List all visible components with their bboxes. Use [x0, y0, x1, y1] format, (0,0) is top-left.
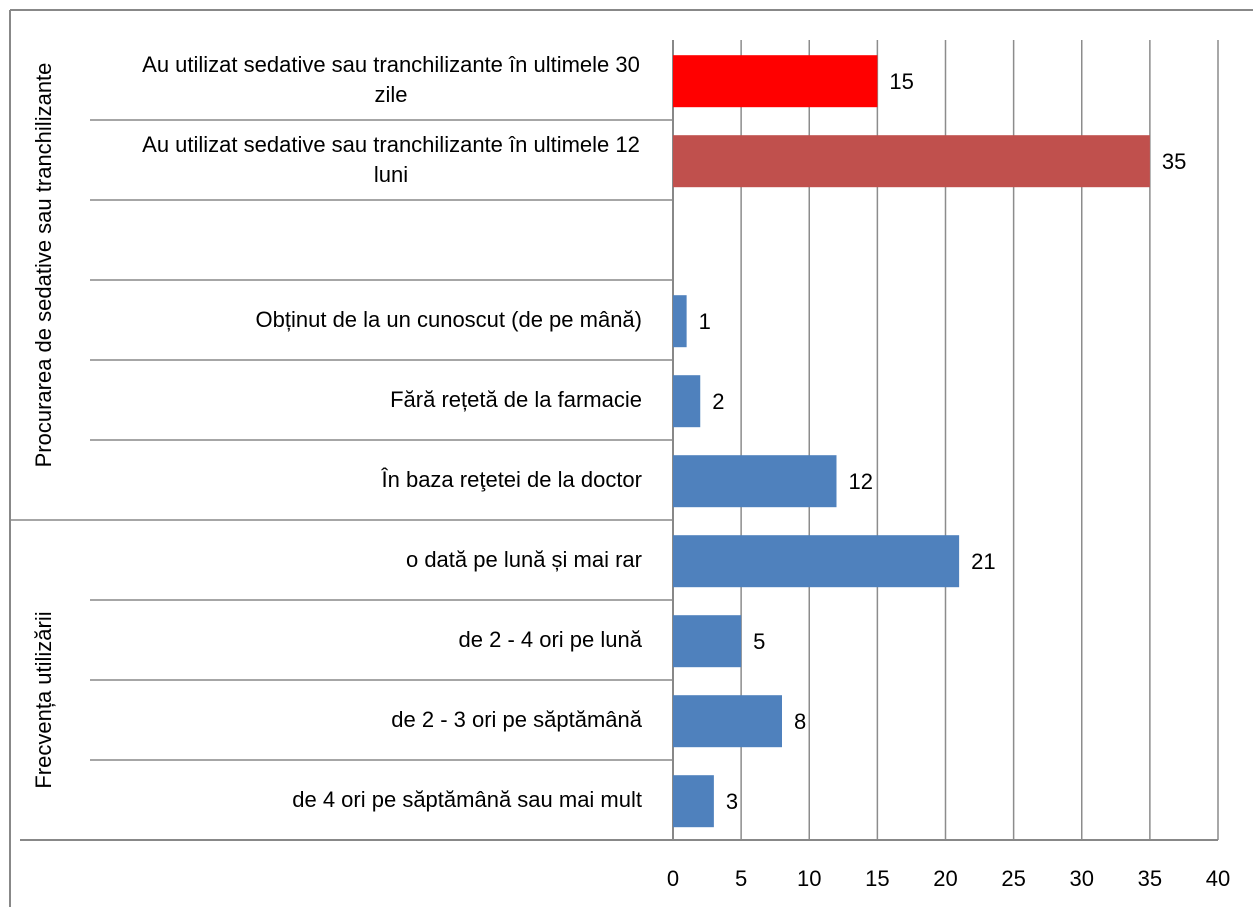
- bar: [673, 455, 837, 508]
- x-tick-label: 0: [667, 866, 679, 891]
- bar: [673, 535, 960, 588]
- category-label: Au utilizat sedative sau tranchilizante …: [142, 132, 640, 187]
- bar: [673, 695, 782, 748]
- value-label: 5: [753, 629, 765, 654]
- value-label: 35: [1162, 149, 1186, 174]
- group-label: Procurarea de sedative sau tranchilizant…: [31, 63, 56, 468]
- value-label: 8: [794, 709, 806, 734]
- value-label: 2: [712, 389, 724, 414]
- x-tick-label: 40: [1206, 866, 1230, 891]
- category-label: În baza reţetei de la doctor: [381, 467, 643, 492]
- bar: [673, 295, 687, 348]
- value-label: 1: [699, 309, 711, 334]
- bar: [673, 775, 714, 828]
- category-label: de 2 - 4 ori pe lună: [458, 627, 642, 652]
- x-tick-label: 25: [1001, 866, 1025, 891]
- bar: [673, 55, 878, 108]
- value-label: 12: [849, 469, 873, 494]
- x-tick-label: 5: [735, 866, 747, 891]
- category-label: de 4 ori pe săptămână sau mai mult: [292, 787, 642, 812]
- value-label: 15: [889, 69, 913, 94]
- category-label: de 2 - 3 ori pe săptămână: [391, 707, 642, 732]
- x-tick-label: 15: [865, 866, 889, 891]
- category-label: o dată pe lună și mai rar: [405, 547, 642, 572]
- category-label: Fără rețetă de la farmacie: [390, 387, 642, 412]
- value-label: 3: [726, 789, 738, 814]
- category-label: Obținut de la un cunoscut (de pe mână): [255, 307, 642, 332]
- bar: [673, 615, 742, 668]
- bar: [673, 135, 1150, 188]
- x-tick-label: 10: [797, 866, 821, 891]
- bar: [673, 375, 701, 428]
- x-tick-label: 30: [1070, 866, 1094, 891]
- x-tick-label: 20: [933, 866, 957, 891]
- group-label: Frecvența utilizării: [31, 611, 56, 788]
- x-tick-label: 35: [1138, 866, 1162, 891]
- category-label: Au utilizat sedative sau tranchilizante …: [142, 52, 640, 107]
- value-label: 21: [971, 549, 995, 574]
